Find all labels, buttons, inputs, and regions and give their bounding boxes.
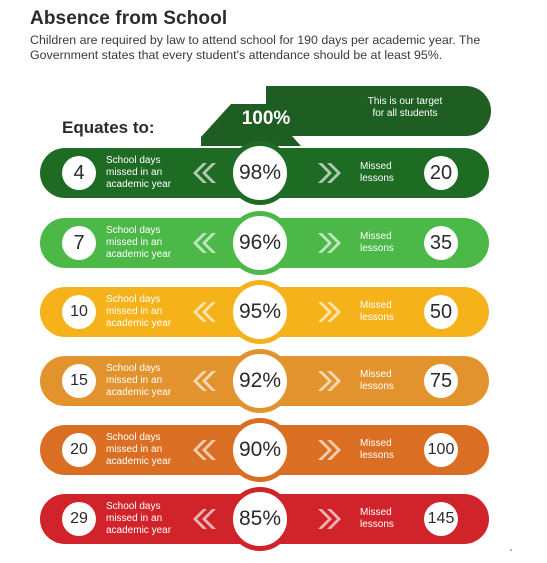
days-missed-count: 29 (62, 502, 96, 536)
days-missed-count: 10 (62, 295, 96, 329)
missed-lessons-label: Missed lessons (360, 369, 394, 392)
attendance-percent: 90% (238, 438, 282, 461)
percent-ring (228, 418, 292, 482)
attendance-row: 7 School days missed in an academic year 9… (40, 211, 489, 275)
footer-dot (510, 549, 512, 551)
chevron-right-icon (318, 233, 344, 253)
attendance-row: 20 School days missed in an academic year… (40, 418, 489, 482)
chevron-right-icon (318, 163, 344, 183)
chevron-left-icon (190, 509, 216, 529)
chevron-left-icon (190, 233, 216, 253)
percent-ring (228, 141, 292, 205)
missed-lessons-count: 75 (424, 364, 458, 398)
missed-lessons-count: 100 (424, 433, 458, 467)
equates-label: Equates to: (62, 118, 155, 137)
intro-text: Children are required by law to attend s… (30, 33, 481, 62)
days-missed-label: School days missed in an academic year (106, 294, 172, 329)
missed-lessons-count: 50 (424, 295, 458, 329)
page-title: Absence from School (30, 8, 228, 29)
days-missed-count: 7 (62, 226, 96, 260)
missed-lessons-label: Missed lessons (360, 231, 394, 254)
missed-lessons-label: Missed lessons (360, 507, 394, 530)
chevron-right-icon (318, 371, 344, 391)
attendance-row: 4 School days missed in an academic year 9… (40, 141, 489, 205)
missed-lessons-count: 35 (424, 226, 458, 260)
days-missed-label: School days missed in an academic year (106, 155, 172, 190)
days-missed-label: School days missed in an academic year (106, 501, 172, 536)
days-missed-count: 15 (62, 364, 96, 398)
days-missed-count: 4 (62, 156, 96, 190)
percent-ring (228, 211, 292, 275)
missed-lessons-label: Missed lessons (360, 300, 394, 323)
percent-ring (228, 280, 292, 344)
target-caption: This is our target for all students (367, 96, 443, 119)
chevron-right-icon (318, 302, 344, 322)
target-percent: 100% (241, 108, 291, 129)
percent-ring (228, 487, 292, 551)
chevron-right-icon (318, 509, 344, 529)
days-missed-count: 20 (62, 433, 96, 467)
chevron-right-icon (318, 440, 344, 460)
attendance-percent: 96% (238, 231, 282, 254)
chevron-left-icon (190, 302, 216, 322)
chevron-left-icon (190, 163, 216, 183)
missed-lessons-count: 145 (424, 502, 458, 536)
days-missed-label: School days missed in an academic year (106, 432, 172, 467)
missed-lessons-label: Missed lessons (360, 161, 394, 184)
attendance-percent: 85% (238, 507, 282, 530)
chevron-left-icon (190, 371, 216, 391)
attendance-row: 10 School days missed in an academic year… (40, 280, 489, 344)
days-missed-label: School days missed in an academic year (106, 225, 172, 260)
chevron-left-icon (190, 440, 216, 460)
attendance-percent: 98% (238, 161, 282, 184)
missed-lessons-label: Missed lessons (360, 438, 394, 461)
attendance-percent: 92% (238, 369, 282, 392)
attendance-row: 29 School days missed in an academic year… (40, 487, 489, 551)
missed-lessons-count: 20 (424, 156, 458, 190)
days-missed-label: School days missed in an academic year (106, 363, 172, 398)
attendance-percent: 95% (238, 300, 282, 323)
percent-ring (228, 349, 292, 413)
attendance-row: 15 School days missed in an academic year… (40, 349, 489, 413)
